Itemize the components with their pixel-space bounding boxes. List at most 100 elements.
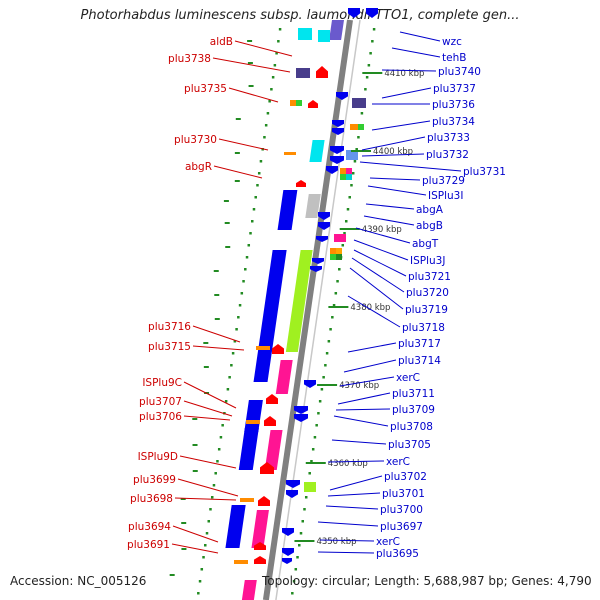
gene-arrow[interactable]: [340, 168, 346, 174]
gene-arrow[interactable]: [256, 346, 270, 350]
right-gene-label[interactable]: plu3721: [408, 271, 451, 283]
gene-arrow[interactable]: [336, 248, 342, 254]
gene-arrow[interactable]: [298, 28, 312, 40]
right-gene-label[interactable]: plu3731: [463, 166, 506, 178]
gene-block-cyan[interactable]: [309, 140, 325, 162]
gene-arrow[interactable]: [318, 222, 330, 230]
left-gene-label[interactable]: plu3735: [184, 83, 227, 95]
right-gene-label[interactable]: xerC: [376, 536, 400, 548]
gene-arrow[interactable]: [318, 212, 330, 220]
right-gene-label[interactable]: abgB: [416, 220, 443, 232]
left-gene-label[interactable]: plu3707: [139, 396, 182, 408]
right-gene-label[interactable]: plu3740: [438, 66, 481, 78]
gene-arrow[interactable]: [312, 258, 324, 264]
right-gene-label[interactable]: plu3700: [380, 504, 423, 516]
right-gene-label[interactable]: plu3719: [405, 304, 448, 316]
gene-arrow[interactable]: [332, 120, 344, 127]
gene-arrow[interactable]: [294, 414, 308, 422]
gene-arrow[interactable]: [346, 150, 358, 160]
gene-arrow[interactable]: [346, 168, 352, 174]
right-gene-label[interactable]: xerC: [396, 372, 420, 384]
left-gene-label[interactable]: plu3706: [139, 411, 182, 423]
left-gene-label[interactable]: plu3730: [174, 134, 217, 146]
left-gene-label[interactable]: aldB: [210, 36, 233, 48]
gene-block-forward[interactable]: [275, 360, 293, 394]
gene-arrow[interactable]: [350, 124, 358, 130]
right-gene-label[interactable]: plu3714: [398, 355, 441, 367]
right-gene-label[interactable]: tehB: [442, 52, 466, 64]
gene-arrow[interactable]: [352, 98, 366, 108]
gene-arrow[interactable]: [294, 406, 308, 414]
gene-block-slate[interactable]: [329, 20, 344, 40]
gene-arrow[interactable]: [286, 480, 300, 488]
right-gene-label[interactable]: plu3736: [432, 99, 475, 111]
right-gene-label[interactable]: plu3732: [426, 149, 469, 161]
gene-arrow[interactable]: [336, 92, 348, 100]
gene-arrow[interactable]: [366, 8, 378, 18]
gene-arrow[interactable]: [254, 556, 266, 564]
gene-arrow[interactable]: [246, 420, 260, 424]
gene-arrow[interactable]: [330, 254, 336, 260]
gene-arrow[interactable]: [330, 146, 344, 154]
right-gene-label[interactable]: plu3702: [384, 471, 427, 483]
right-gene-label[interactable]: plu3720: [406, 287, 449, 299]
gene-block-reverse[interactable]: [238, 428, 259, 470]
gene-arrow[interactable]: [346, 174, 352, 180]
gene-arrow[interactable]: [234, 560, 248, 564]
right-gene-label[interactable]: plu3695: [376, 548, 419, 560]
gene-block-reverse[interactable]: [277, 190, 298, 230]
right-gene-label[interactable]: plu3734: [432, 116, 475, 128]
gene-arrow[interactable]: [336, 254, 342, 260]
left-gene-label[interactable]: abgR: [185, 161, 212, 173]
gene-arrow[interactable]: [258, 496, 270, 506]
right-gene-label[interactable]: xerC: [386, 456, 410, 468]
gene-arrow[interactable]: [254, 542, 266, 550]
gene-block-reverse[interactable]: [244, 400, 263, 432]
gene-arrow[interactable]: [296, 180, 306, 187]
right-gene-label[interactable]: plu3729: [422, 175, 465, 187]
gene-arrow[interactable]: [326, 166, 338, 174]
gene-block-forward[interactable]: [241, 580, 257, 600]
right-gene-label[interactable]: plu3717: [398, 338, 441, 350]
gene-arrow[interactable]: [296, 100, 302, 106]
gene-arrow[interactable]: [260, 462, 274, 474]
gene-arrow[interactable]: [310, 266, 322, 272]
right-gene-label[interactable]: wzc: [442, 36, 462, 48]
gene-block-reverse[interactable]: [225, 505, 246, 548]
gene-arrow[interactable]: [282, 528, 294, 536]
gene-arrow[interactable]: [308, 100, 318, 108]
left-gene-label[interactable]: ISPlu9D: [138, 451, 178, 463]
gene-arrow[interactable]: [304, 482, 316, 492]
gene-arrow[interactable]: [348, 8, 360, 18]
gene-arrow[interactable]: [264, 416, 276, 426]
gene-arrow[interactable]: [282, 558, 292, 564]
gene-arrow[interactable]: [304, 380, 316, 388]
gene-arrow[interactable]: [272, 344, 284, 354]
gene-arrow[interactable]: [282, 548, 294, 556]
gene-arrow[interactable]: [330, 156, 344, 164]
gene-block-forward[interactable]: [264, 430, 283, 470]
left-gene-label[interactable]: ISPlu9C: [142, 377, 182, 389]
gene-block-forward[interactable]: [285, 250, 313, 352]
right-gene-label[interactable]: plu3737: [433, 83, 476, 95]
gene-arrow[interactable]: [316, 236, 328, 242]
right-gene-label[interactable]: plu3733: [427, 132, 470, 144]
right-gene-label[interactable]: plu3701: [382, 488, 425, 500]
gene-arrow[interactable]: [340, 174, 346, 180]
left-gene-label[interactable]: plu3738: [168, 53, 211, 65]
gene-arrow[interactable]: [358, 124, 364, 130]
gene-arrow[interactable]: [334, 234, 346, 242]
gene-arrow[interactable]: [266, 394, 278, 404]
right-gene-label[interactable]: abgA: [416, 204, 444, 216]
gene-block-grey[interactable]: [305, 194, 321, 218]
gene-arrow[interactable]: [318, 30, 330, 42]
left-gene-label[interactable]: plu3694: [128, 521, 171, 533]
gene-block-forward[interactable]: [251, 510, 269, 548]
right-gene-label[interactable]: ISPlu3J: [410, 255, 445, 267]
right-gene-label[interactable]: plu3708: [390, 421, 433, 433]
gene-arrow[interactable]: [284, 152, 296, 155]
gene-arrow[interactable]: [316, 66, 328, 78]
right-gene-label[interactable]: plu3711: [392, 388, 435, 400]
gene-arrow[interactable]: [290, 100, 296, 106]
